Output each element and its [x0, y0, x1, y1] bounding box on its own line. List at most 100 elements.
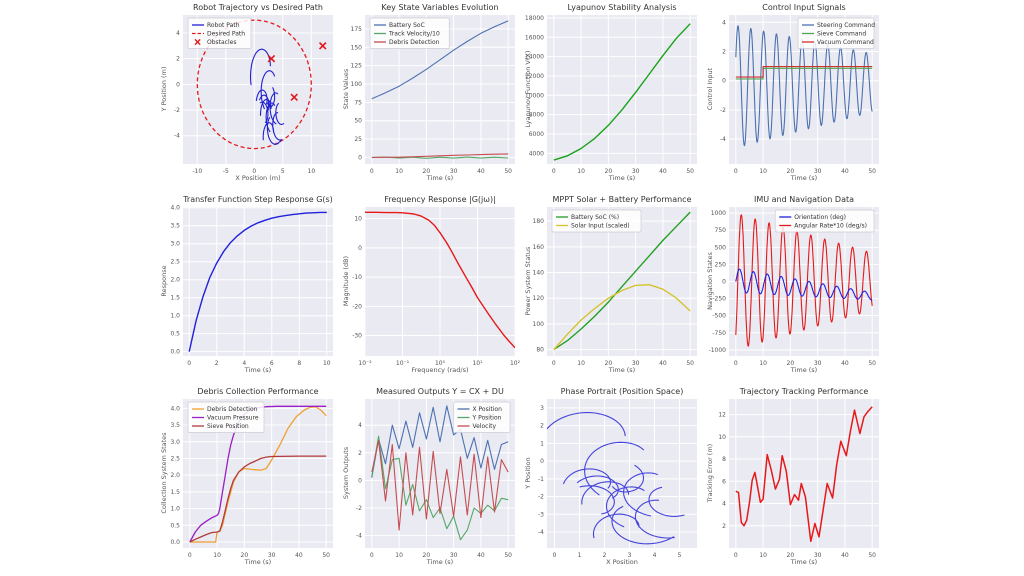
- y-tick-label: 2.0: [170, 277, 180, 284]
- x-tick-label: 10⁻¹: [396, 360, 410, 367]
- y-tick-label: 3.0: [170, 241, 180, 248]
- x-tick-label: 20: [787, 168, 795, 175]
- plot-area: -10 -5 0 5 10 -4 -2 0 2 4 Robot Path Desired PathOb…: [174, 15, 333, 175]
- x-axis-label: Time (s): [426, 174, 454, 182]
- x-tick-label: 30: [814, 552, 822, 559]
- x-tick-label: 10¹: [472, 360, 483, 367]
- subplot-lyapunov: Lyapunov Stability Analysis Lyapunov Fun…: [521, 0, 703, 192]
- figure-grid: Robot Trajectory vs Desired Path Y Posit…: [157, 0, 885, 576]
- y-tick-label: 10: [354, 216, 362, 223]
- y-tick-label: 12000: [525, 73, 544, 80]
- legend-box: [187, 401, 265, 433]
- subplot-phase-portrait: Phase Portrait (Position Space) Y Positi…: [521, 384, 703, 576]
- x-tick-label: 10: [213, 552, 221, 559]
- series-x-position: [371, 405, 509, 478]
- legend-x-marker-icon: [194, 38, 201, 46]
- y-tick-label: 1.0: [170, 313, 180, 320]
- x-tick-label: 20: [605, 168, 613, 175]
- y-tick-label: -4: [720, 136, 726, 143]
- legend-label: Battery SoC: [389, 22, 425, 29]
- y-tick-label: -1000: [709, 347, 727, 354]
- x-tick-label: 10²: [510, 360, 521, 367]
- series-steering: [735, 25, 873, 147]
- x-tick-label: 20: [605, 360, 613, 367]
- x-tick-label: 40: [477, 168, 485, 175]
- y-tick-label: 180: [533, 218, 545, 225]
- y-tick-label: 100: [351, 81, 363, 88]
- plot-area: 0 10 20 30 40 50 2 4 6 8 10 12: [718, 399, 879, 559]
- y-tick-label: -1: [538, 476, 544, 483]
- x-tick-label: 1: [578, 552, 582, 559]
- x-tick-label: 40: [477, 552, 485, 559]
- x-tick-label: 0: [734, 552, 738, 559]
- y-tick-label: 2: [358, 450, 362, 457]
- legend-label: Desired Path: [207, 31, 245, 38]
- x-axis-label: Time (s): [608, 174, 636, 182]
- subplot-measured-outputs: Measured Outputs Y = CX + DU System Outp…: [339, 384, 521, 576]
- legend-label: Track Velocity/10: [388, 31, 440, 38]
- series-vacuum: [735, 66, 873, 78]
- chart-title: Debris Collection Performance: [197, 387, 319, 396]
- y-tick-label: 4: [722, 501, 726, 508]
- series-robot-path: [249, 48, 285, 145]
- legend-box: [797, 17, 875, 49]
- series-solar-input: [553, 284, 691, 351]
- x-tick-label: 0: [370, 168, 374, 175]
- subplot-robot-trajectory: Robot Trajectory vs Desired Path Y Posit…: [157, 0, 339, 192]
- y-tick-label: 2.5: [170, 455, 180, 462]
- y-tick-label: 10: [718, 434, 726, 441]
- y-tick-label: 250: [715, 261, 727, 268]
- y-tick-label: 2: [722, 49, 726, 56]
- y-tick-label: 150: [351, 44, 363, 51]
- y-tick-label: 2: [722, 523, 726, 530]
- x-tick-label: 50: [868, 360, 876, 367]
- x-tick-label: 4: [242, 360, 246, 367]
- x-tick-label: 30: [632, 168, 640, 175]
- legend-box: [551, 209, 642, 233]
- x-tick-label: 2: [215, 360, 219, 367]
- x-tick-label: -10: [192, 168, 202, 175]
- y-tick-label: 14000: [525, 54, 544, 61]
- y-tick-label: 1.5: [170, 295, 180, 302]
- plot-area: 0 10 20 30 40 50 80 100 120 140 160 180 Battery SoC …: [533, 207, 697, 367]
- x-axis-label: Frequency (rad/s): [411, 366, 469, 374]
- x-tick-label: 50: [868, 552, 876, 559]
- chart-title: Transfer Function Step Response G(s): [183, 195, 333, 204]
- x-tick-label: 0: [552, 168, 556, 175]
- legend-label: X Position: [473, 406, 503, 413]
- subplot-imu: IMU and Navigation Data Navigation State…: [703, 192, 885, 384]
- y-tick-label: 2.0: [170, 472, 180, 479]
- plot-area: 0 1 2 3 4 5 -4 -3 -2 -1 0 1 2 3: [538, 399, 697, 559]
- y-tick-label: 4: [722, 19, 726, 26]
- y-tick-label: -2: [720, 107, 726, 114]
- y-tick-label: 1: [540, 440, 544, 447]
- y-tick-label: -250: [712, 296, 726, 303]
- y-tick-label: 0.0: [170, 349, 180, 356]
- plot-area: 0 10 20 30 40 50 0.0 0.5 1.0 1.5 2.0 2.5 3.0 3.5 4.0 De…: [170, 399, 333, 559]
- y-tick-label: 8: [722, 456, 726, 463]
- y-tick-label: 3.0: [170, 439, 180, 446]
- subplot-step-response: Transfer Function Step Response G(s) Res…: [157, 192, 339, 384]
- y-tick-label: 3.5: [170, 223, 180, 230]
- series-magnitude: [365, 211, 515, 349]
- y-tick-label: 4: [358, 422, 362, 429]
- x-tick-label: 20: [241, 552, 249, 559]
- x-tick-label: 10: [323, 360, 331, 367]
- series-y-position: [371, 435, 509, 541]
- y-tick-label: 500: [715, 244, 727, 251]
- series-angular-rate: [735, 214, 873, 347]
- y-tick-label: 3.5: [170, 422, 180, 429]
- subplot-frequency-response: Frequency Response |G(jω)| Magnitude (dB…: [339, 192, 521, 384]
- x-tick-label: 40: [841, 552, 849, 559]
- series-velocity: [371, 439, 509, 531]
- x-axis-label: Time (s): [244, 558, 272, 566]
- y-tick-label: 160: [533, 244, 545, 251]
- y-tick-label: 0: [722, 78, 726, 85]
- subplot-state-variables: Key State Variables Evolution State Valu…: [339, 0, 521, 192]
- series-obstacles: [290, 93, 298, 101]
- x-tick-label: 0: [553, 552, 557, 559]
- y-tick-label: -30: [352, 333, 362, 340]
- series-obstacles: [318, 42, 327, 50]
- x-tick-label: 0: [188, 552, 192, 559]
- x-tick-label: 5: [281, 168, 285, 175]
